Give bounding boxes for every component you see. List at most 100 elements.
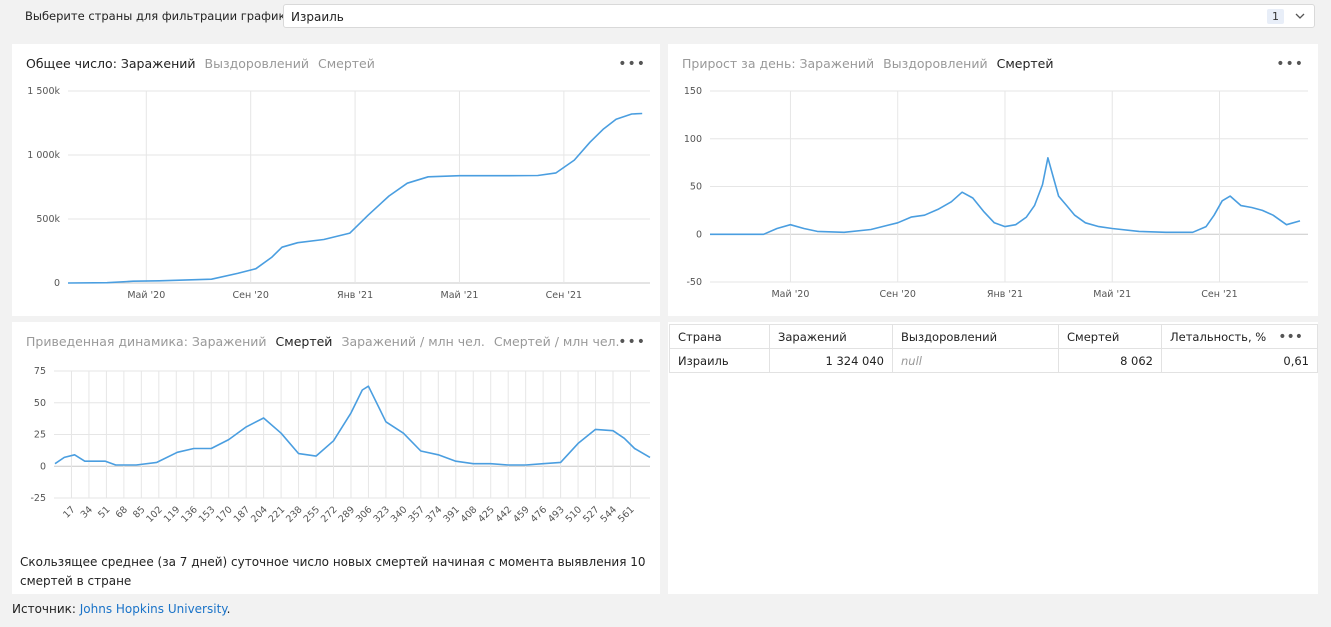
cell-country: Израиль bbox=[669, 348, 770, 373]
x-tick-label: Май '20 bbox=[127, 290, 165, 301]
x-tick-label: Сен '21 bbox=[546, 290, 582, 301]
x-tick-label: 425 bbox=[476, 504, 497, 525]
y-tick-label: 75 bbox=[34, 366, 46, 377]
tab-total-recovered[interactable]: Выздоровлений bbox=[204, 56, 309, 71]
x-tick-label: 51 bbox=[96, 504, 112, 520]
panel-total-cases: Общее число: Заражений Выздоровлений Смерт… bbox=[12, 44, 660, 316]
more-options-icon[interactable]: ••• bbox=[618, 334, 646, 350]
tab-total-deaths[interactable]: Смертей bbox=[317, 56, 375, 71]
header-recovered[interactable]: Выздоровлений bbox=[892, 324, 1059, 349]
total-cases-chart: 0 500k 1 000k 1 500k Май '20 Сен '20 Янв '21 Ма… bbox=[27, 86, 650, 301]
tab-daily-recovered[interactable]: Выздоровлений bbox=[883, 56, 988, 71]
country-stats-table: Страна Заражений Выздоровлений Смертей Л… bbox=[669, 324, 1318, 373]
x-tick-label: 238 bbox=[284, 504, 305, 525]
source-note: Источник: Johns Hopkins University. bbox=[12, 602, 231, 616]
header-lethality-label: Летальность, % bbox=[1170, 329, 1267, 344]
x-tick-label: 119 bbox=[162, 504, 183, 525]
y-tick-label: 500k bbox=[36, 214, 60, 225]
selected-count-badge: 1 bbox=[1267, 9, 1284, 24]
x-tick-label: 323 bbox=[371, 504, 392, 525]
y-tick-label: 1 000k bbox=[27, 150, 60, 161]
series-line bbox=[67, 112, 643, 284]
tab-daily-cases[interactable]: Прирост за день: Заражений bbox=[682, 56, 875, 71]
y-tick-label: -25 bbox=[30, 493, 46, 504]
source-prefix: Источник: bbox=[12, 602, 80, 616]
x-tick-label: 272 bbox=[319, 504, 340, 525]
country-select[interactable]: Израиль 1 bbox=[283, 4, 1315, 28]
x-tick-label: 527 bbox=[581, 504, 602, 525]
x-tick-label: Сен '20 bbox=[232, 290, 268, 301]
normalized-tabs: Приведенная динамика: Заражений Смертей За… bbox=[26, 334, 629, 349]
daily-deaths-chart: -50 0 50 100 150 Май '20 Сен '20 Янв '21 Май '21… bbox=[684, 86, 1308, 300]
table-row[interactable]: Израиль 1 324 040 null 8 062 0,61 bbox=[669, 348, 1318, 373]
cell-cases: 1 324 040 bbox=[769, 348, 893, 373]
x-tick-label: Янв '21 bbox=[987, 289, 1023, 300]
series-line bbox=[710, 157, 1301, 236]
y-tick-label: 0 bbox=[40, 461, 46, 472]
x-tick-label: 476 bbox=[529, 504, 550, 525]
more-options-icon[interactable]: ••• bbox=[1278, 329, 1303, 345]
header-country[interactable]: Страна bbox=[669, 324, 770, 349]
tab-total-cases[interactable]: Общее число: Заражений bbox=[26, 56, 196, 71]
x-tick-label: 510 bbox=[564, 504, 585, 525]
source-suffix: . bbox=[226, 602, 231, 616]
more-options-icon[interactable]: ••• bbox=[1276, 56, 1304, 72]
chart-caption: Скользящее среднее (за 7 дней) суточное … bbox=[20, 555, 646, 588]
x-tick-label: 136 bbox=[179, 504, 200, 525]
y-tick-label: 1 500k bbox=[27, 86, 60, 97]
y-tick-label: 0 bbox=[54, 278, 60, 289]
y-tick-label: -50 bbox=[686, 277, 702, 288]
x-tick-label: 306 bbox=[354, 504, 375, 525]
x-tick-label: 374 bbox=[424, 504, 445, 525]
x-tick-label: 442 bbox=[494, 504, 515, 525]
x-tick-label: Май '21 bbox=[441, 290, 479, 301]
filter-label: Выберите страны для фильтрации графиков: bbox=[25, 9, 304, 23]
tab-normalized-cases[interactable]: Приведенная динамика: Заражений bbox=[26, 334, 267, 349]
y-tick-label: 50 bbox=[34, 398, 46, 409]
x-tick-label: 544 bbox=[599, 504, 620, 525]
table-header-row: Страна Заражений Выздоровлений Смертей Л… bbox=[669, 324, 1318, 349]
more-options-icon[interactable]: ••• bbox=[618, 56, 646, 72]
x-tick-label: 493 bbox=[546, 504, 567, 525]
y-tick-label: 50 bbox=[690, 182, 702, 193]
country-select-value: Израиль bbox=[291, 10, 344, 24]
daily-tabs: Прирост за день: Заражений Выздоровлений С… bbox=[682, 56, 1062, 71]
header-cases[interactable]: Заражений bbox=[769, 324, 893, 349]
y-tick-label: 150 bbox=[684, 86, 702, 97]
y-tick-label: 0 bbox=[696, 229, 702, 240]
panel-country-table: Страна Заражений Выздоровлений Смертей Л… bbox=[668, 322, 1318, 594]
x-tick-label: Сен '21 bbox=[1201, 289, 1237, 300]
tab-deaths-per-million[interactable]: Смертей / млн чел. bbox=[493, 334, 620, 349]
x-tick-label: 170 bbox=[214, 504, 235, 525]
x-tick-label: 340 bbox=[389, 504, 410, 525]
x-tick-label: 68 bbox=[114, 504, 130, 520]
tab-normalized-deaths[interactable]: Смертей bbox=[275, 334, 333, 349]
x-tick-label: Май '21 bbox=[1093, 289, 1131, 300]
x-tick-label: 153 bbox=[197, 504, 218, 525]
tab-cases-per-million[interactable]: Заражений / млн чел. bbox=[341, 334, 485, 349]
country-filter-bar: Выберите страны для фильтрации графиков:… bbox=[12, 0, 1330, 34]
y-tick-label: 100 bbox=[684, 134, 702, 145]
source-link[interactable]: Johns Hopkins University bbox=[79, 602, 227, 616]
x-tick-label: 561 bbox=[616, 504, 637, 525]
panel-normalized-deaths: Приведенная динамика: Заражений Смертей За… bbox=[12, 322, 660, 594]
x-tick-label: 17 bbox=[61, 504, 77, 520]
panel-daily-deaths: Прирост за день: Заражений Выздоровлений С… bbox=[668, 44, 1318, 316]
header-lethality[interactable]: Летальность, % ••• bbox=[1161, 324, 1318, 349]
x-tick-label: 357 bbox=[406, 504, 427, 525]
cell-lethality: 0,61 bbox=[1161, 348, 1318, 373]
x-tick-label: 289 bbox=[336, 504, 357, 525]
series-line bbox=[54, 385, 651, 466]
tab-daily-deaths[interactable]: Смертей bbox=[996, 56, 1054, 71]
x-tick-label: 102 bbox=[144, 504, 165, 525]
chevron-down-icon[interactable] bbox=[1294, 11, 1306, 21]
x-tick-label: 255 bbox=[302, 504, 323, 525]
x-tick-label: Янв '21 bbox=[337, 290, 373, 301]
cell-deaths: 8 062 bbox=[1058, 348, 1162, 373]
x-tick-label: Май '20 bbox=[771, 289, 809, 300]
x-tick-label: Сен '20 bbox=[880, 289, 916, 300]
header-deaths[interactable]: Смертей bbox=[1058, 324, 1162, 349]
x-tick-label: 408 bbox=[459, 504, 480, 525]
cell-recovered: null bbox=[892, 348, 1059, 373]
total-tabs: Общее число: Заражений Выздоровлений Смерт… bbox=[26, 56, 384, 71]
